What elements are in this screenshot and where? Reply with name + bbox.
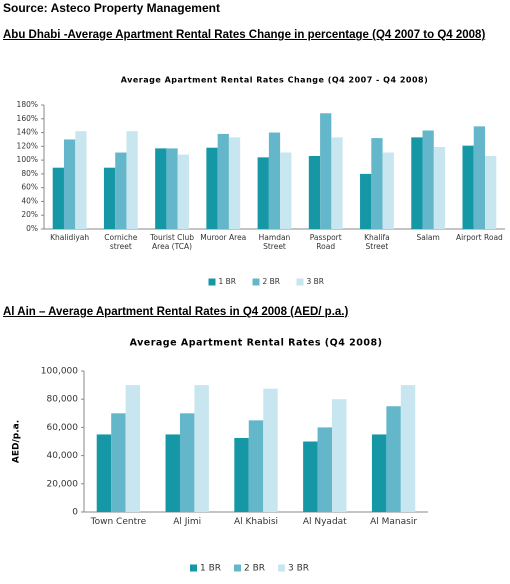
bar — [111, 413, 126, 512]
x-tick-label: Al Jimi — [173, 517, 202, 527]
bar — [126, 131, 138, 229]
bar — [217, 133, 229, 229]
x-tick-label: Al Manasir — [370, 517, 418, 527]
x-tick-label: Khalidiyah — [50, 233, 90, 242]
bar — [317, 427, 333, 512]
bar — [462, 145, 474, 229]
bar — [371, 434, 387, 512]
bar — [96, 434, 112, 512]
y-tick-label: 160% — [17, 114, 38, 123]
y-tick-label: 180% — [17, 100, 38, 109]
bar — [422, 130, 434, 229]
bar — [165, 434, 180, 512]
x-tick-label: Town Centre — [90, 517, 147, 527]
legend-label: 1 BR — [219, 277, 237, 286]
legend-label: 2 BR — [244, 564, 265, 574]
x-tick-label: Salam — [416, 233, 440, 242]
section-heading: Abu Dhabi -Average Apartment Rental Rate… — [3, 29, 486, 41]
bar — [125, 385, 141, 512]
y-tick-label: 0 — [72, 508, 78, 518]
legend-swatch — [278, 564, 285, 572]
bar — [485, 155, 497, 229]
y-tick-label: 100,000 — [41, 367, 78, 377]
bar — [400, 385, 416, 512]
chart-title: Average Apartment Rental Rates (Q4 2008) — [130, 338, 383, 349]
bar — [268, 132, 281, 229]
bar — [206, 147, 218, 229]
bar — [411, 137, 423, 229]
y-tick-label: 60,000 — [47, 423, 79, 433]
y-tick-label: 40,000 — [47, 451, 79, 461]
y-tick-label: 80,000 — [47, 395, 79, 405]
bar — [332, 399, 347, 512]
bar — [177, 154, 189, 229]
y-tick-label: 40% — [21, 196, 38, 205]
bar — [320, 113, 332, 229]
bar — [63, 139, 76, 229]
bar — [371, 138, 383, 229]
x-tick-label: Khalifa Street — [364, 233, 390, 251]
bar — [248, 420, 264, 512]
bar — [433, 147, 446, 229]
bar — [228, 137, 241, 229]
bar — [473, 126, 486, 229]
bar — [166, 148, 178, 229]
bar — [308, 155, 321, 229]
x-tick-label: Al Nyadat — [302, 517, 347, 527]
legend-swatch — [208, 278, 216, 286]
bar — [52, 167, 64, 229]
legend-label: 1 BR — [200, 564, 221, 574]
bar — [331, 137, 343, 229]
source: Source: Asteco Property Management — [3, 1, 220, 15]
y-tick-label: 20% — [21, 210, 38, 219]
x-tick-label: Corniche street — [104, 233, 138, 251]
x-tick-label: Hamdan Street — [258, 233, 291, 251]
legend-swatch — [252, 278, 260, 286]
bar — [263, 388, 278, 512]
x-tick-label: Tourist Club Area (TCA) — [150, 233, 194, 251]
legend-label: 3 BR — [307, 277, 325, 286]
x-tick-label: Airport Road — [455, 233, 503, 242]
bar — [382, 152, 394, 229]
x-tick-label: Passport Road — [309, 233, 342, 251]
section-heading: Al Ain – Average Apartment Rental Rates … — [3, 306, 349, 318]
bar — [303, 441, 318, 512]
bar — [155, 148, 167, 229]
bar — [103, 167, 116, 229]
legend-swatch — [234, 564, 241, 572]
y-tick-label: 120% — [17, 141, 38, 150]
bar — [194, 385, 209, 512]
y-tick-label: 0% — [26, 224, 38, 233]
y-axis-label: AED/p.a. — [12, 420, 22, 463]
y-tick-label: 60% — [21, 183, 38, 192]
bar — [75, 131, 87, 229]
x-tick-label: Al Khabisi — [233, 517, 279, 527]
bar — [386, 406, 401, 512]
legend-label: 3 BR — [288, 564, 309, 574]
y-tick-label: 140% — [17, 128, 38, 137]
y-tick-label: 80% — [21, 169, 38, 178]
chart-title: Average Apartment Rental Rates Change (Q… — [121, 76, 429, 85]
y-tick-label: 100% — [17, 155, 38, 164]
legend-swatch — [296, 278, 304, 286]
legend-swatch — [190, 564, 197, 572]
bar — [257, 157, 269, 229]
bar — [360, 173, 372, 229]
bar — [234, 437, 249, 512]
bar — [115, 152, 127, 229]
y-tick-label: 20,000 — [47, 479, 79, 489]
bar — [179, 413, 195, 512]
legend-label: 2 BR — [263, 277, 281, 286]
x-tick-label: Muroor Area — [200, 233, 247, 242]
bar — [280, 152, 292, 229]
